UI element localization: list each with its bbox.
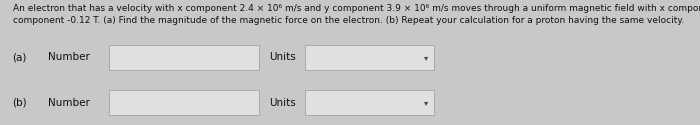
Text: (b): (b) [13,98,27,108]
Text: component -0.12 T. (a) Find the magnitude of the magnetic force on the electron.: component -0.12 T. (a) Find the magnitud… [13,4,684,25]
FancyBboxPatch shape [108,45,259,70]
Text: ▾: ▾ [424,98,428,107]
FancyBboxPatch shape [304,90,434,115]
Text: Units: Units [270,98,296,108]
Text: Number: Number [48,52,90,62]
Text: Units: Units [270,52,296,62]
Text: An electron that has a velocity with x component 2.4 × 10⁶ m/s and y component 3: An electron that has a velocity with x c… [13,4,700,13]
Text: Number: Number [48,98,90,108]
FancyBboxPatch shape [108,90,259,115]
FancyBboxPatch shape [304,45,434,70]
Text: ▾: ▾ [424,53,428,62]
Text: (a): (a) [13,52,27,62]
